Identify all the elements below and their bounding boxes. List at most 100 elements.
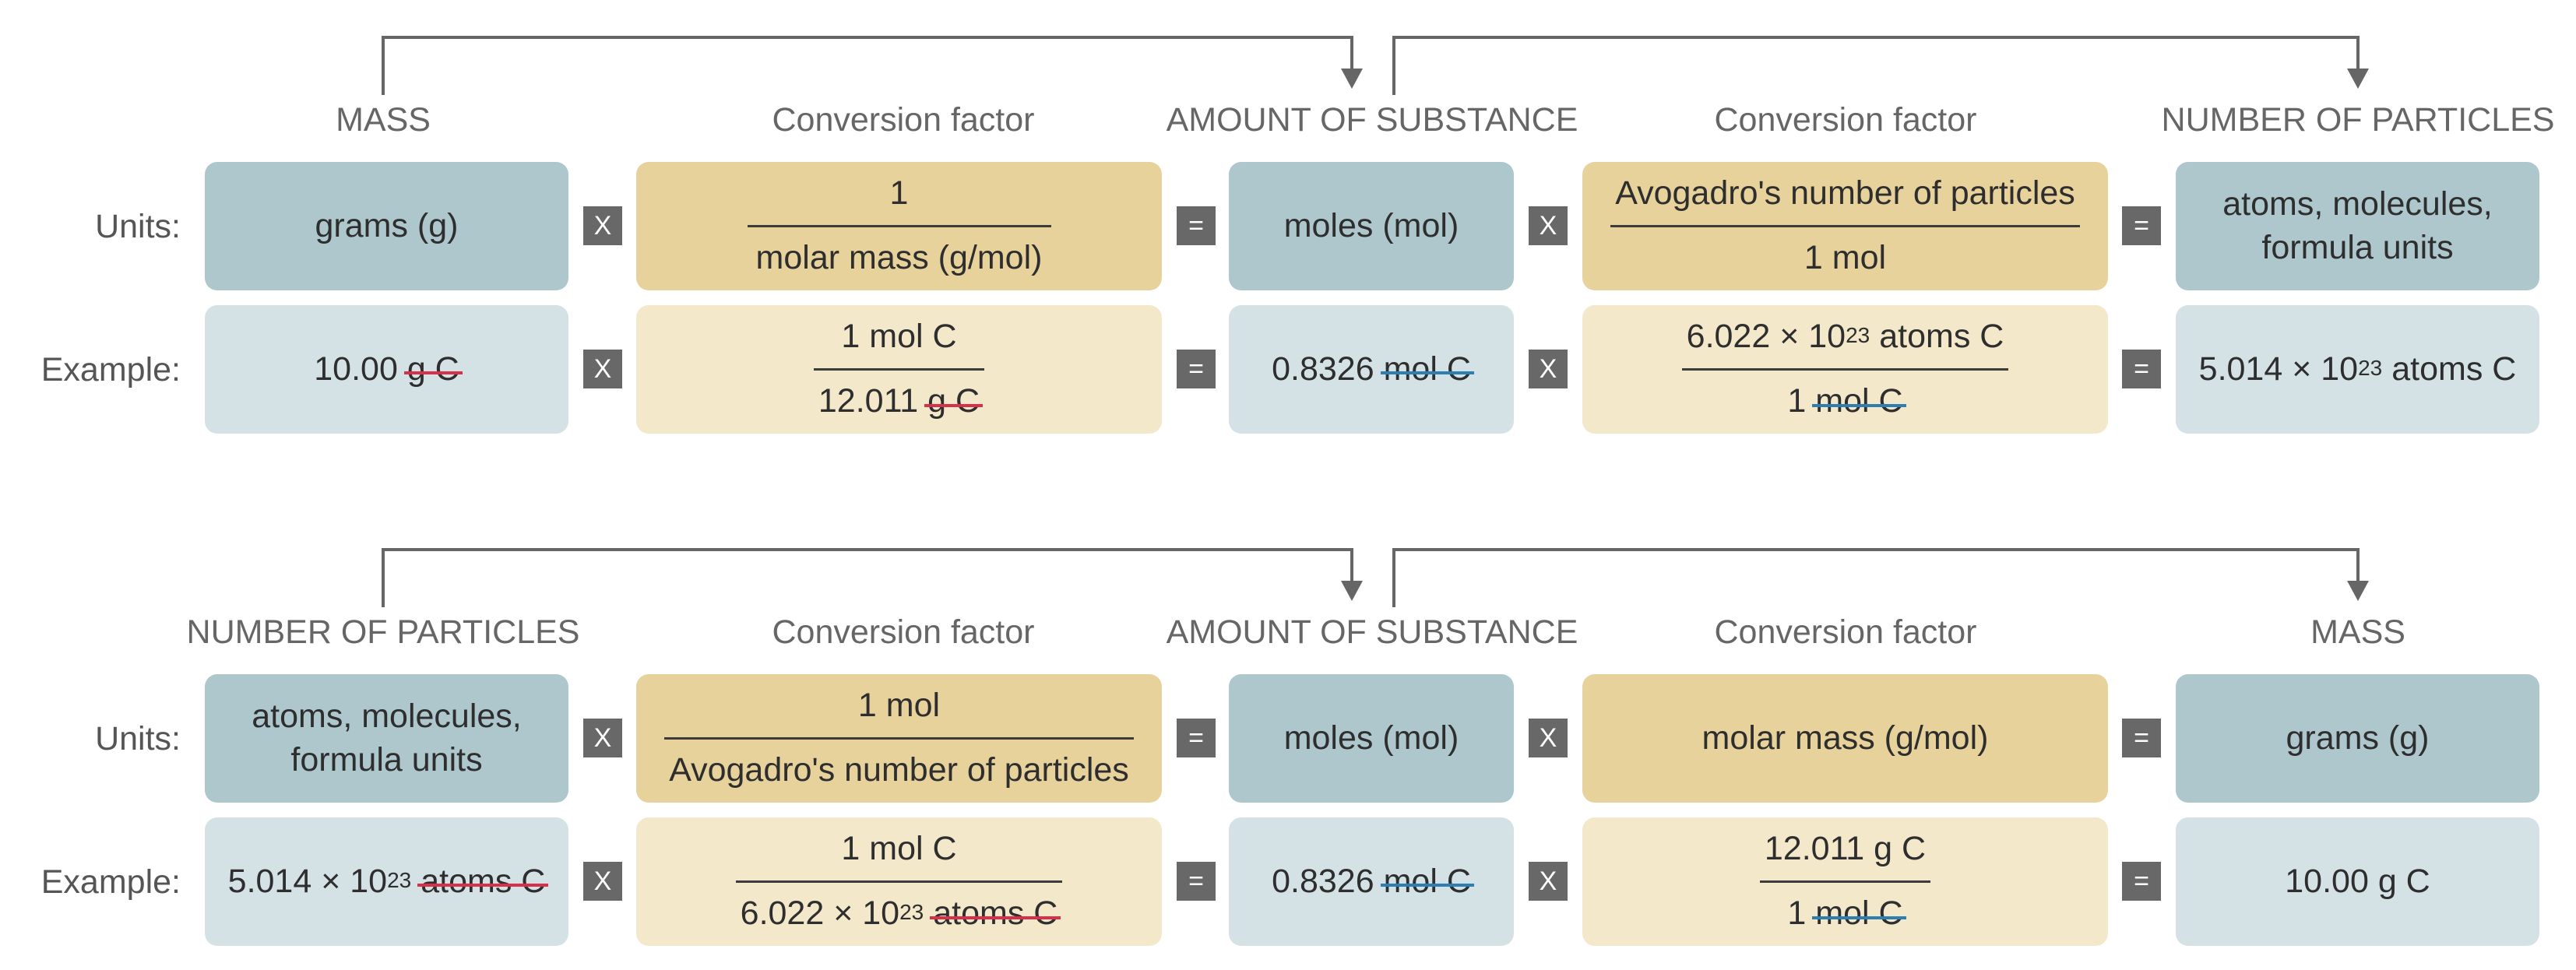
header-conversion-factor-1: Conversion factor xyxy=(772,613,1035,651)
units-mass-box: grams (g) xyxy=(2176,674,2539,803)
example-amount-value: 0.8326 xyxy=(1272,350,1374,388)
fraction-denominator: 6.022 × 1023 atoms C xyxy=(735,880,1063,936)
lower-arrow-particles-to-moles xyxy=(382,548,1353,607)
lower-arrow-moles-to-mass xyxy=(1392,548,2360,607)
fraction: 6.022 × 1023 atoms C 1 mol C xyxy=(1681,315,2009,423)
result-exponent: 23 xyxy=(2358,355,2383,380)
particles-exponent: 23 xyxy=(387,867,412,892)
header-number-of-particles: NUMBER OF PARTICLES xyxy=(186,613,580,651)
fraction-denominator: Avogadro's number of particles xyxy=(664,737,1134,793)
cancelled-unit: g C xyxy=(924,380,984,423)
units-particles-line2: formula units xyxy=(2261,228,2454,266)
multiply-operator: X xyxy=(583,350,622,388)
lower-arrowhead-mass xyxy=(2347,581,2369,601)
example-conversion-factor-1-box: 1 mol C 12.011 g C xyxy=(636,305,1162,434)
fraction: 1 mol C 12.011 g C xyxy=(813,315,985,423)
fraction-denominator: molar mass (g/mol) xyxy=(747,225,1051,280)
multiply-operator: X xyxy=(1529,719,1568,757)
header-conversion-factor-2: Conversion factor xyxy=(1714,613,1977,651)
fraction-denominator: 1 mol C xyxy=(1759,880,1931,936)
fraction: Avogadro's number of particles 1 mol xyxy=(1610,172,2080,280)
denominator-value: 1 xyxy=(1787,382,1807,420)
example-particles-box: 5.014 × 1023 atoms C xyxy=(2176,305,2539,434)
multiply-operator: X xyxy=(1529,862,1568,901)
fraction-numerator: 12.011 g C xyxy=(1764,830,1927,868)
equals-operator: = xyxy=(1177,719,1216,757)
fraction-denominator: 12.011 g C xyxy=(813,368,985,423)
equals-operator: = xyxy=(2122,719,2161,757)
header-mass: MASS xyxy=(336,101,431,139)
fraction: 1 mol Avogadro's number of particles xyxy=(664,684,1134,793)
example-conversion-factor-2-box: 12.011 g C 1 mol C xyxy=(1582,817,2108,946)
denominator-mantissa: 6.022 × 10 xyxy=(740,894,900,932)
units-particles-line1: atoms, molecules, xyxy=(2222,185,2493,223)
example-conversion-factor-2-box: 6.022 × 1023 atoms C 1 mol C xyxy=(1582,305,2108,434)
fraction: 1 mol C 6.022 × 1023 atoms C xyxy=(735,828,1063,936)
row-label-example: Example: xyxy=(40,863,181,901)
numerator-mantissa: 6.022 × 10 xyxy=(1686,318,1846,356)
fraction-numerator: Avogadro's number of particles xyxy=(1615,174,2075,213)
cancelled-unit: mol C xyxy=(1380,860,1475,904)
units-amount-box: moles (mol) xyxy=(1229,674,1514,803)
equals-operator: = xyxy=(1177,862,1216,901)
fraction: 1 molar mass (g/mol) xyxy=(747,172,1051,280)
multiply-operator: X xyxy=(583,206,622,245)
row-label-example: Example: xyxy=(40,351,181,388)
units-molar-mass-text: molar mass (g/mol) xyxy=(1701,719,1989,757)
cancelled-unit: mol C xyxy=(1380,348,1475,392)
example-mass-box: 10.00 g C xyxy=(2176,817,2539,946)
multiply-operator: X xyxy=(1529,350,1568,388)
result-mantissa: 5.014 × 10 xyxy=(2198,350,2359,388)
equals-operator: = xyxy=(2122,350,2161,388)
example-mass-box: 10.00 g C xyxy=(205,305,568,434)
equals-operator: = xyxy=(1177,206,1216,245)
units-mass-text: grams (g) xyxy=(2286,719,2430,757)
multiply-operator: X xyxy=(583,719,622,757)
units-particles-box: atoms, molecules, formula units xyxy=(205,674,568,803)
units-conversion-factor-2-box: Avogadro's number of particles 1 mol xyxy=(1582,162,2108,290)
particles-mantissa: 5.014 × 10 xyxy=(227,862,388,900)
upper-arrow-moles-to-particles xyxy=(1392,36,2360,95)
row-label-units: Units: xyxy=(95,720,181,757)
cancelled-unit: atoms C xyxy=(930,892,1061,936)
multiply-operator: X xyxy=(583,862,622,901)
numerator-unit: atoms C xyxy=(1879,318,2004,356)
units-particles-line1: atoms, molecules, xyxy=(252,697,522,735)
denominator-exponent: 23 xyxy=(899,900,924,924)
header-amount-of-substance: AMOUNT OF SUBSTANCE xyxy=(1166,101,1578,139)
denominator-value: 12.011 xyxy=(818,382,919,420)
fraction-denominator: 1 mol xyxy=(1610,225,2080,280)
row-label-units: Units: xyxy=(95,208,181,245)
equals-operator: = xyxy=(2122,862,2161,901)
upper-arrowhead-particles xyxy=(2347,69,2369,89)
fraction: 12.011 g C 1 mol C xyxy=(1759,828,1931,936)
cancelled-unit: mol C xyxy=(1812,380,1906,423)
lower-arrowhead-moles xyxy=(1341,581,1363,601)
equals-operator: = xyxy=(2122,206,2161,245)
cancelled-unit: g C xyxy=(403,348,463,392)
numerator-exponent: 23 xyxy=(1846,323,1870,348)
header-number-of-particles: NUMBER OF PARTICLES xyxy=(2161,101,2555,139)
example-conversion-factor-1-box: 1 mol C 6.022 × 1023 atoms C xyxy=(636,817,1162,946)
header-conversion-factor-1: Conversion factor xyxy=(772,101,1035,139)
equals-operator: = xyxy=(1177,350,1216,388)
units-mass-box: grams (g) xyxy=(205,162,568,290)
example-amount-box: 0.8326 mol C xyxy=(1229,817,1514,946)
upper-arrowhead-moles xyxy=(1341,69,1363,89)
units-particles-line2: formula units xyxy=(290,740,483,778)
example-amount-box: 0.8326 mol C xyxy=(1229,305,1514,434)
units-amount-text: moles (mol) xyxy=(1283,719,1459,757)
units-conversion-factor-2-box: molar mass (g/mol) xyxy=(1582,674,2108,803)
denominator-value: 1 xyxy=(1787,894,1807,932)
units-conversion-factor-1-box: 1 mol Avogadro's number of particles xyxy=(636,674,1162,803)
fraction-numerator: 1 xyxy=(889,174,909,213)
example-mass-text: 10.00 g C xyxy=(2285,862,2430,900)
cancelled-unit: mol C xyxy=(1812,892,1906,936)
units-amount-text: moles (mol) xyxy=(1283,206,1459,244)
fraction-numerator: 1 mol C xyxy=(841,318,957,356)
result-unit: atoms C xyxy=(2391,350,2517,388)
units-conversion-factor-1-box: 1 molar mass (g/mol) xyxy=(636,162,1162,290)
fraction-denominator: 1 mol C xyxy=(1681,368,2009,423)
header-conversion-factor-2: Conversion factor xyxy=(1714,101,1977,139)
